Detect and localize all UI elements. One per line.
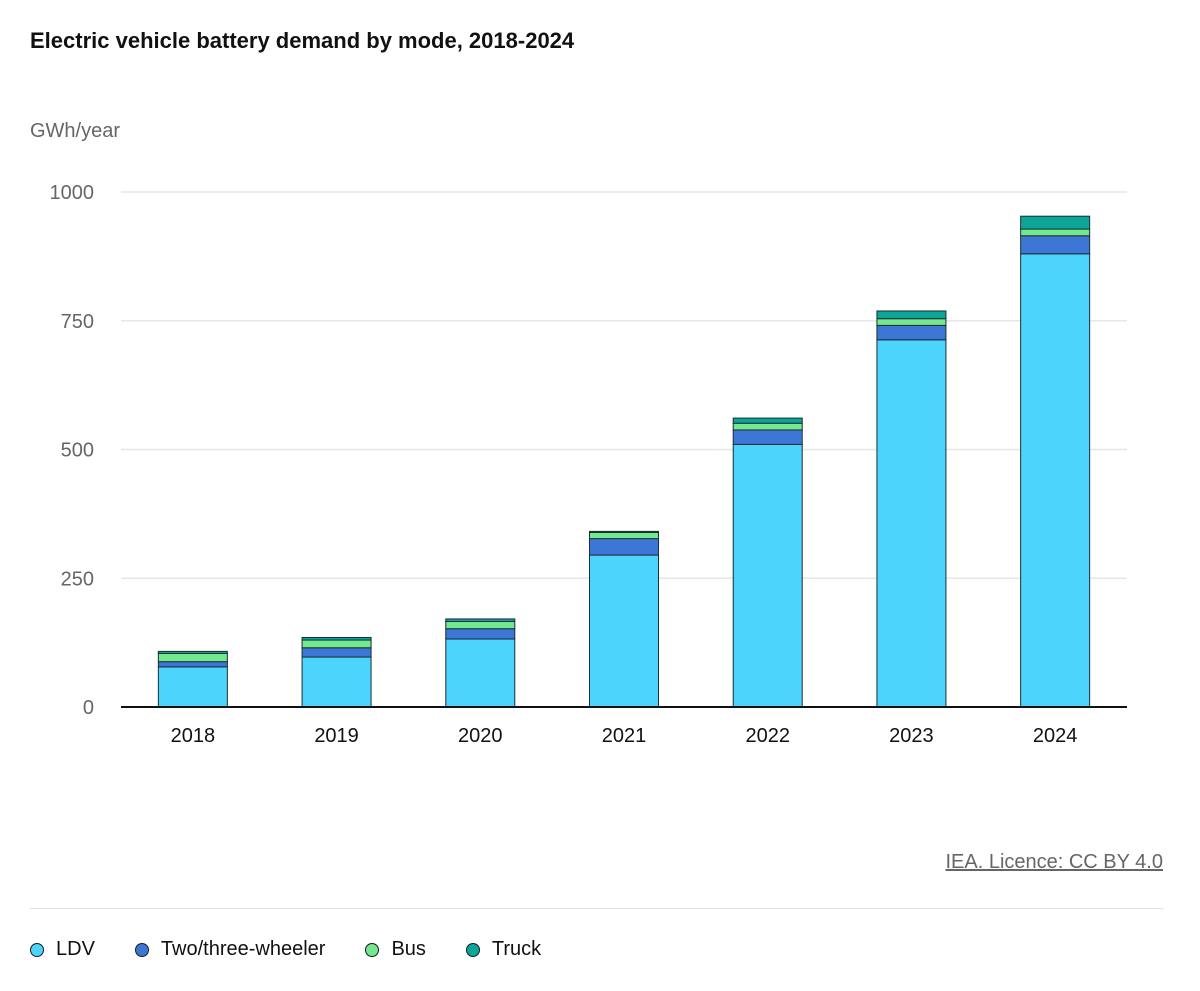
bar-bus-2022 xyxy=(732,422,803,431)
x-tick-label-2022: 2022 xyxy=(745,725,790,747)
bar-truck-2020 xyxy=(445,618,516,623)
bar-bus-2023 xyxy=(876,318,947,326)
bar-truck-2019 xyxy=(301,636,372,641)
bar-two-three-wheeler-2022 xyxy=(732,429,803,445)
legend-label-two-three-wheeler: Two/three-wheeler xyxy=(160,938,326,960)
y-tick-label-1000: 1000 xyxy=(50,182,95,204)
bar-ldv-2023 xyxy=(876,339,947,708)
bar-two-three-wheeler-2018 xyxy=(157,661,228,668)
bar-two-three-wheeler-2024 xyxy=(1020,235,1091,255)
bar-bus-2020 xyxy=(445,621,516,630)
legend-divider xyxy=(30,908,1164,909)
bar-truck-2024 xyxy=(1020,215,1091,230)
x-tick-label-2019: 2019 xyxy=(314,725,359,747)
chart-title: Electric vehicle battery demand by mode,… xyxy=(30,28,575,53)
bar-ldv-2020 xyxy=(445,638,516,708)
bar-bus-2019 xyxy=(301,639,372,649)
bar-bus-2018 xyxy=(157,652,228,663)
bar-truck-2023 xyxy=(876,310,947,320)
bar-truck-2021 xyxy=(589,530,659,533)
legend-item-ldv[interactable]: LDV xyxy=(30,938,95,961)
y-tick-label-500: 500 xyxy=(61,440,94,462)
bar-ldv-2018 xyxy=(157,666,228,708)
x-tick-label-2018: 2018 xyxy=(171,725,216,747)
y-tick-label-250: 250 xyxy=(61,568,94,590)
x-tick-label-2024: 2024 xyxy=(1033,725,1078,747)
y-tick-label-0: 0 xyxy=(83,697,94,719)
bar-ldv-2021 xyxy=(589,554,659,708)
bar-bus-2021 xyxy=(589,531,659,540)
x-tick-label-2020: 2020 xyxy=(458,725,503,747)
chart-legend: LDV Two/three-wheeler Bus Truck xyxy=(30,938,541,961)
y-axis-unit-label: GWh/year xyxy=(30,120,121,142)
x-tick-label-2021: 2021 xyxy=(602,725,647,747)
legend-label-ldv: LDV xyxy=(56,938,95,960)
legend-swatch-truck xyxy=(465,942,480,957)
legend-label-truck: Truck xyxy=(491,938,542,960)
legend-item-bus[interactable]: Bus xyxy=(365,938,426,961)
bar-two-three-wheeler-2019 xyxy=(301,647,372,658)
bar-truck-2018 xyxy=(157,650,228,654)
bar-bus-2024 xyxy=(1020,228,1091,237)
legend-label-bus: Bus xyxy=(391,938,426,960)
x-tick-label-2023: 2023 xyxy=(889,725,934,747)
bar-truck-2022 xyxy=(732,417,803,424)
bar-ldv-2019 xyxy=(301,656,372,708)
bar-two-three-wheeler-2023 xyxy=(876,324,947,341)
bar-two-three-wheeler-2020 xyxy=(445,628,516,640)
legend-swatch-two-three-wheeler xyxy=(134,942,149,957)
legend-swatch-ldv xyxy=(30,942,44,957)
bar-two-three-wheeler-2021 xyxy=(589,538,659,556)
legend-item-two-three-wheeler[interactable]: Two/three-wheeler xyxy=(134,938,326,961)
bar-ldv-2024 xyxy=(1020,253,1091,708)
legend-item-truck[interactable]: Truck xyxy=(465,938,542,961)
y-tick-label-750: 750 xyxy=(61,311,94,333)
bar-ldv-2022 xyxy=(732,443,803,708)
legend-swatch-bus xyxy=(365,942,380,957)
source-licence-link[interactable]: IEA. Licence: CC BY 4.0 xyxy=(945,851,1163,873)
